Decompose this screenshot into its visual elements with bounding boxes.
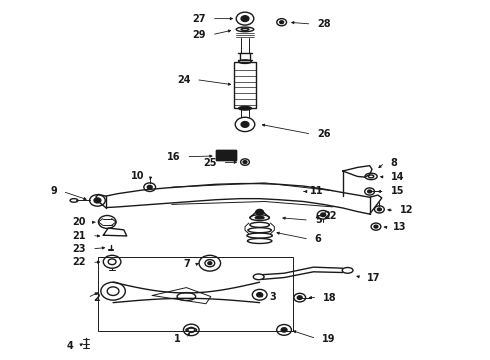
Text: 29: 29 [193,30,206,40]
Circle shape [241,122,249,127]
Text: 20: 20 [73,217,86,227]
Text: 6: 6 [315,234,321,244]
Text: 18: 18 [323,293,337,303]
Text: 10: 10 [131,171,145,181]
Bar [234,62,256,108]
Text: 28: 28 [318,19,331,29]
Text: 26: 26 [318,129,331,139]
Text: 23: 23 [73,244,86,254]
Text: 12: 12 [400,206,414,216]
Text: 21: 21 [73,231,86,240]
Text: 8: 8 [391,158,397,168]
Text: 22: 22 [73,257,86,267]
Circle shape [377,208,381,211]
Ellipse shape [255,216,264,219]
Text: 14: 14 [391,172,404,182]
Circle shape [243,161,247,163]
Ellipse shape [239,107,251,110]
Text: 25: 25 [203,158,217,168]
Bar [216,150,236,160]
Circle shape [321,213,326,217]
Circle shape [374,225,378,228]
Circle shape [297,296,302,300]
Text: 15: 15 [391,186,404,197]
Text: 7: 7 [184,259,190,269]
Text: 16: 16 [167,152,180,162]
Text: 19: 19 [322,333,336,343]
Circle shape [94,198,101,203]
Text: 24: 24 [177,75,190,85]
Text: 5: 5 [315,215,321,225]
Text: 13: 13 [393,222,407,232]
Bar [216,150,236,160]
Text: 27: 27 [193,14,206,24]
Circle shape [368,190,371,193]
Text: 22: 22 [323,211,337,221]
Circle shape [147,185,152,189]
Text: 4: 4 [66,341,73,351]
Text: 2: 2 [94,293,100,303]
Text: 3: 3 [270,292,276,302]
Text: 1: 1 [174,333,180,343]
Bar [98,257,293,330]
Circle shape [241,16,249,22]
Circle shape [256,210,264,215]
Circle shape [281,328,287,332]
Circle shape [208,262,212,265]
Text: 9: 9 [50,186,57,197]
Text: 11: 11 [310,186,323,197]
Circle shape [280,21,284,24]
Circle shape [257,293,263,297]
Text: 17: 17 [367,273,381,283]
